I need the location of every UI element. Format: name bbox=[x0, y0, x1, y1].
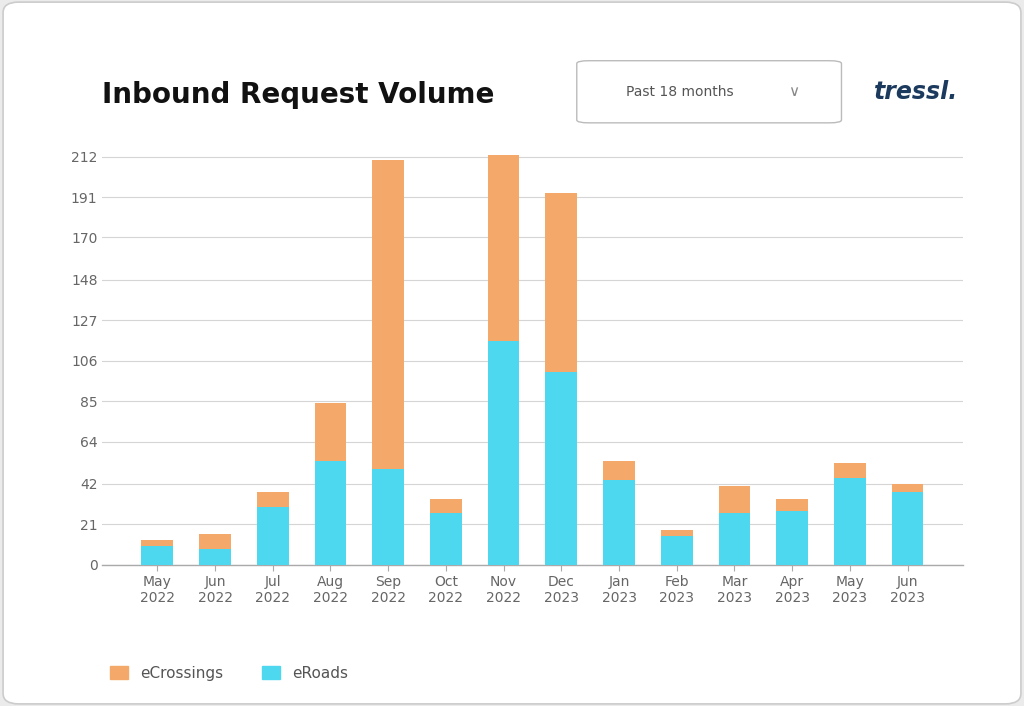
FancyBboxPatch shape bbox=[577, 61, 842, 123]
Bar bbox=[141, 540, 173, 546]
Bar bbox=[257, 491, 289, 507]
Bar bbox=[430, 513, 462, 565]
Bar bbox=[546, 193, 578, 372]
Bar bbox=[487, 342, 519, 565]
Bar bbox=[430, 499, 462, 513]
Text: ∨: ∨ bbox=[787, 84, 799, 100]
Bar bbox=[719, 486, 751, 513]
Text: tressl.: tressl. bbox=[874, 80, 958, 104]
Bar bbox=[314, 461, 346, 565]
Bar bbox=[776, 499, 808, 511]
Text: Past 18 months: Past 18 months bbox=[627, 85, 734, 99]
Text: Inbound Request Volume: Inbound Request Volume bbox=[102, 81, 495, 109]
Bar bbox=[257, 507, 289, 565]
Bar bbox=[776, 511, 808, 565]
Bar bbox=[719, 513, 751, 565]
Legend: eCrossings, eRoads: eCrossings, eRoads bbox=[110, 666, 348, 681]
Bar bbox=[660, 536, 692, 565]
Bar bbox=[603, 461, 635, 480]
Bar bbox=[603, 480, 635, 565]
Bar bbox=[546, 372, 578, 565]
Bar bbox=[834, 478, 865, 565]
Bar bbox=[834, 462, 865, 478]
Bar bbox=[141, 546, 173, 565]
Bar bbox=[373, 469, 404, 565]
Bar bbox=[200, 549, 231, 565]
Bar bbox=[373, 160, 404, 469]
Bar bbox=[660, 530, 692, 536]
Bar bbox=[892, 491, 924, 565]
Bar bbox=[892, 484, 924, 491]
Bar bbox=[314, 403, 346, 461]
Bar bbox=[487, 155, 519, 342]
Bar bbox=[200, 534, 231, 549]
